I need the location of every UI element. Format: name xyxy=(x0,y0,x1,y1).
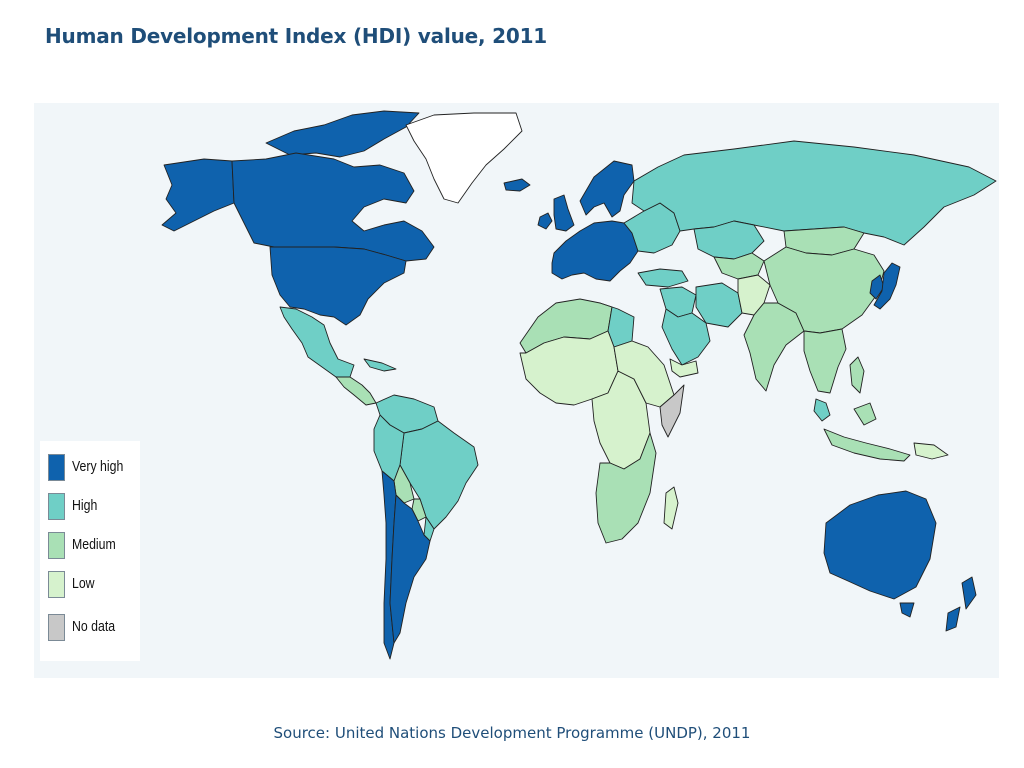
legend-item-very-high: Very high xyxy=(48,454,138,484)
legend-label-low: Low xyxy=(72,575,95,592)
region-papua-new-guinea xyxy=(913,442,949,460)
world-map-panel xyxy=(34,103,999,678)
region-arabian-peninsula xyxy=(661,308,711,366)
page-title: Human Development Index (HDI) value, 201… xyxy=(45,24,548,48)
region-alaska xyxy=(161,158,235,232)
legend-item-medium: Medium xyxy=(48,532,138,562)
region-southern-africa xyxy=(595,432,657,544)
legend-item-no-data: No data xyxy=(48,614,138,644)
legend-label-high: High xyxy=(72,497,98,514)
legend-item-low: Low xyxy=(48,571,138,601)
region-somalia xyxy=(659,384,685,438)
region-western-europe xyxy=(551,220,639,282)
region-canada xyxy=(231,152,435,262)
region-brazil xyxy=(399,420,479,530)
legend-swatch-high xyxy=(48,493,65,520)
region-kazakhstan xyxy=(693,220,765,260)
legend-label-no-data: No data xyxy=(72,618,116,635)
region-indonesia xyxy=(823,402,911,462)
region-turkey xyxy=(637,268,689,288)
region-japan xyxy=(873,262,901,310)
legend-swatch-no-data xyxy=(48,614,65,641)
region-russia xyxy=(631,140,997,246)
region-philippines xyxy=(849,356,865,394)
region-great-britain xyxy=(553,194,575,232)
region-central-america xyxy=(335,376,377,406)
region-scandinavia xyxy=(579,160,635,218)
region-argentina xyxy=(389,494,431,644)
region-canadian-arctic-islands xyxy=(265,110,420,158)
region-new-zealand xyxy=(945,576,977,632)
legend-swatch-medium xyxy=(48,532,65,559)
world-map xyxy=(161,110,997,660)
map-legend: Very high High Medium Low No data xyxy=(40,441,140,661)
region-madagascar xyxy=(663,486,679,530)
source-note: Source: United Nations Development Progr… xyxy=(273,724,751,742)
region-iran xyxy=(695,282,743,328)
region-korea xyxy=(869,274,885,300)
legend-swatch-very-high xyxy=(48,454,65,481)
legend-label-medium: Medium xyxy=(72,536,116,553)
region-yemen xyxy=(669,358,699,378)
region-central-asia xyxy=(713,252,765,280)
region-united-states xyxy=(269,246,407,326)
legend-label-very-high: Very high xyxy=(72,458,124,475)
region-india xyxy=(743,302,805,392)
region-caribbean xyxy=(363,358,397,372)
region-china xyxy=(763,246,885,334)
region-australia xyxy=(823,490,937,600)
region-iceland xyxy=(503,178,531,192)
region-southeast-asia xyxy=(803,328,847,394)
legend-swatch-low xyxy=(48,571,65,598)
region-ireland xyxy=(537,212,553,230)
region-greenland xyxy=(405,112,523,204)
region-tasmania xyxy=(899,602,915,618)
legend-item-high: High xyxy=(48,493,138,523)
region-malaysia xyxy=(813,398,831,422)
